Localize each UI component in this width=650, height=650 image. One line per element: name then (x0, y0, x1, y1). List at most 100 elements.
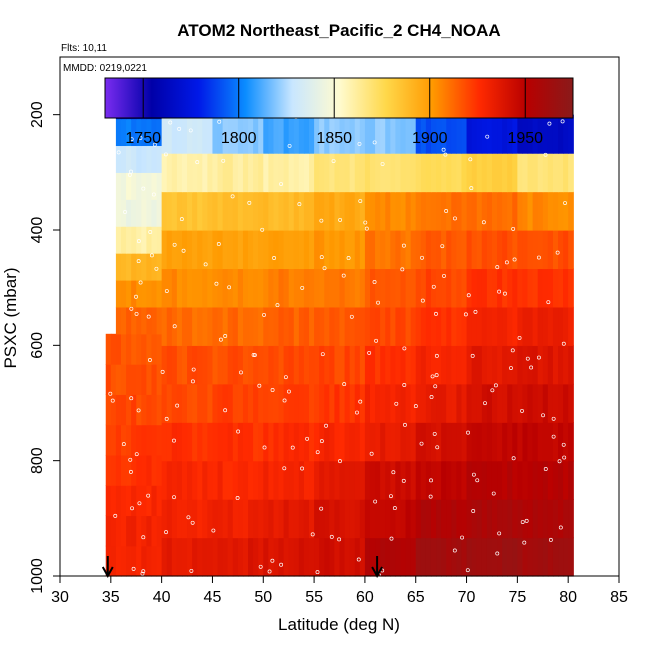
heatmap-cell (242, 499, 249, 539)
heatmap-cell (436, 153, 442, 193)
heatmap-cell (390, 230, 396, 270)
heatmap-cell (400, 306, 407, 346)
heatmap-cell (522, 345, 529, 385)
sample-point (203, 262, 208, 267)
heatmap-cell (507, 306, 513, 346)
colorbar-tick-label: 1950 (507, 130, 543, 147)
heatmap-cell (410, 345, 417, 385)
heatmap-cell (537, 537, 544, 577)
heatmap-cell (558, 499, 564, 539)
heatmap-cell (547, 537, 554, 577)
heatmap-cell (410, 499, 417, 539)
y-tick-label: 800 (29, 447, 46, 474)
heatmap-cell (497, 537, 503, 577)
sample-point (282, 466, 287, 471)
sample-point (160, 369, 165, 374)
heatmap-cell (517, 153, 524, 193)
sample-point (272, 256, 277, 260)
heatmap-cell (558, 230, 564, 270)
heatmap-cell (151, 545, 158, 577)
sample-point (251, 352, 256, 357)
heatmap-cell (303, 268, 310, 308)
heatmap-cell (359, 383, 366, 423)
heatmap-cell (151, 279, 158, 308)
heatmap-cell (507, 268, 513, 308)
heatmap-cell (410, 537, 417, 577)
heatmap-cell (146, 424, 153, 456)
heatmap-cell (375, 422, 381, 462)
heatmap-cell (303, 306, 310, 346)
sample-point (394, 401, 399, 406)
flight-arrows (101, 556, 383, 579)
heatmap-cell (309, 460, 315, 500)
heatmap-cell (349, 191, 356, 231)
heatmap-cell (461, 268, 468, 308)
heatmap-cell (197, 306, 203, 346)
heatmap-cell (502, 191, 508, 231)
heatmap-cell (522, 537, 529, 577)
heatmap-cell (532, 383, 539, 423)
heatmap-cell (258, 499, 264, 539)
heatmap-cell (187, 383, 193, 423)
sample-point (481, 220, 486, 225)
heatmap-cell (248, 499, 254, 539)
heatmap-cell (171, 383, 178, 423)
heatmap-cell (232, 383, 239, 423)
heatmap-cell (105, 485, 112, 517)
heatmap-cell (253, 383, 259, 423)
heatmap-cell (298, 383, 305, 423)
flight-arrow (371, 556, 383, 579)
heatmap-cell (278, 537, 285, 577)
heatmap-cell (161, 268, 168, 308)
sample-point (380, 162, 385, 166)
heatmap-cell (558, 383, 564, 423)
sample-point (129, 396, 134, 401)
heatmap-cell (451, 460, 457, 500)
x-tick-label: 65 (407, 589, 425, 606)
heatmap-cell (161, 114, 168, 154)
heatmap-cell (563, 230, 569, 270)
heatmap-cell (131, 279, 137, 308)
heatmap-cell (420, 460, 427, 500)
heatmap-cell (278, 268, 285, 308)
heatmap-cell (456, 230, 463, 270)
heatmap-cell (425, 422, 432, 462)
heatmap-cell (512, 422, 518, 462)
heatmap-cell (197, 153, 203, 193)
heatmap-cell (547, 383, 554, 423)
heatmap-cell (491, 191, 498, 231)
heatmap-cell (405, 460, 412, 500)
sample-point (430, 374, 435, 379)
sample-point (149, 253, 154, 258)
heatmap-cell (359, 422, 366, 462)
sample-point (319, 255, 324, 260)
heatmap-cell (131, 394, 137, 426)
heatmap-cell (369, 383, 376, 423)
heatmap-cell (232, 191, 239, 231)
heatmap-cell (120, 545, 127, 577)
heatmap-cell (115, 145, 122, 173)
heatmap-cell (563, 460, 569, 500)
heatmap-cell (176, 345, 183, 385)
heatmap-cell (166, 268, 173, 308)
heatmap-cell (481, 383, 488, 423)
sample-point (391, 470, 396, 475)
heatmap-cell (217, 306, 224, 346)
heatmap-cell (141, 145, 147, 173)
heatmap-cell (156, 515, 163, 547)
heatmap-cell (466, 114, 473, 154)
heatmap-cell (324, 230, 330, 270)
heatmap-cell (120, 226, 127, 254)
sample-point (121, 442, 126, 447)
heatmap-cell (151, 199, 158, 227)
sample-point (310, 532, 315, 537)
heatmap-cell (253, 114, 259, 154)
heatmap-cell (166, 383, 173, 423)
sample-point (453, 216, 457, 221)
heatmap-cell (197, 499, 203, 539)
heatmap-cell (532, 230, 539, 270)
sample-point (468, 157, 473, 162)
heatmap-cell (471, 191, 478, 231)
heatmap-cell (441, 460, 447, 500)
heatmap-cell (436, 422, 442, 462)
